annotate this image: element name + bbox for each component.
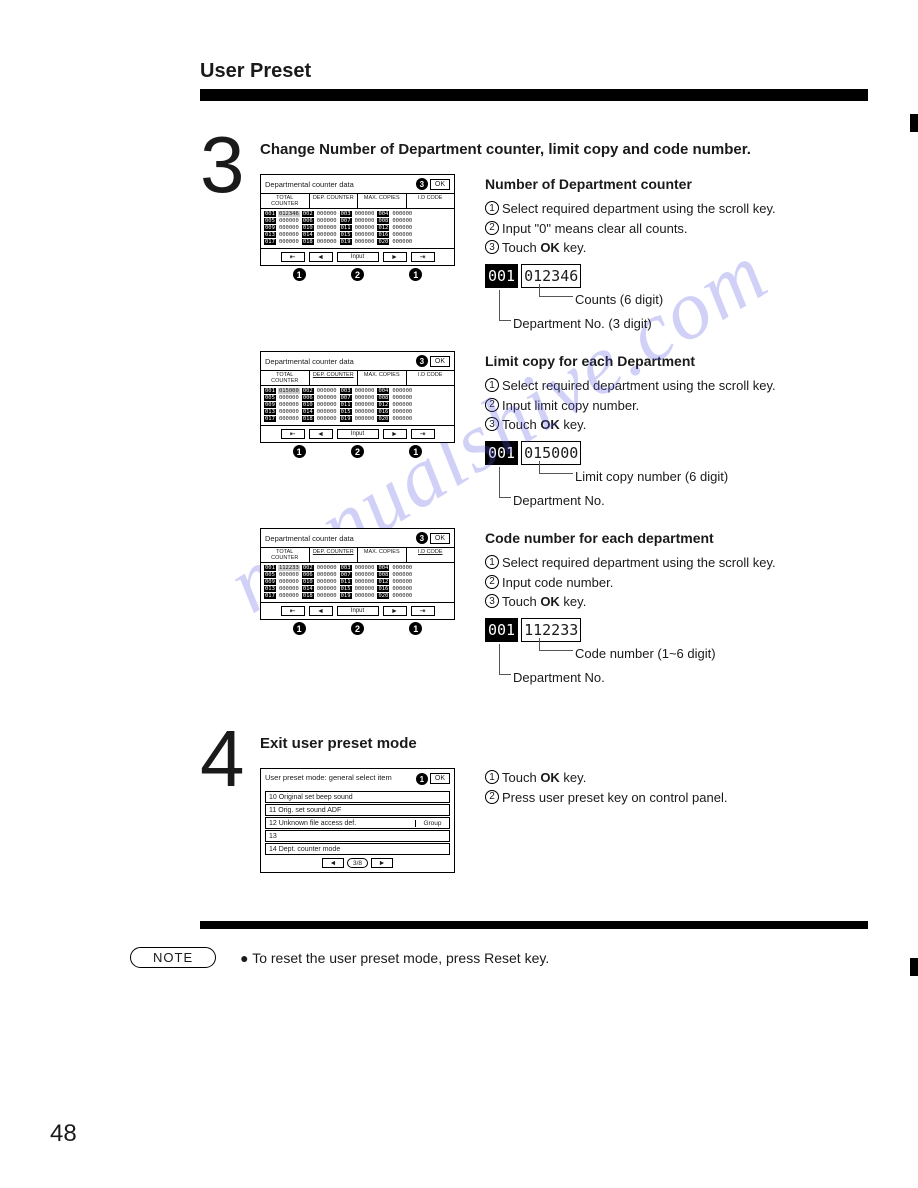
nav-first-button[interactable]: ⇤ xyxy=(281,252,305,262)
ok-button[interactable]: OK xyxy=(430,773,450,784)
callout-label: Limit copy number (6 digit) xyxy=(575,467,868,487)
step-heading: Change Number of Department counter, lim… xyxy=(260,141,868,158)
callout-badge: 2 xyxy=(351,622,364,635)
nav-next-button[interactable]: ► xyxy=(383,606,407,616)
instruction: Input limit copy number. xyxy=(502,396,639,416)
ok-callout-badge: 3 xyxy=(416,532,428,544)
data-grid: 001112233002000000003000000004000000 005… xyxy=(261,563,454,602)
callout-label: Department No. (3 digit) xyxy=(513,314,868,334)
callout-badge: 1 xyxy=(409,268,422,281)
instruction: Touch OK key. xyxy=(502,238,586,258)
section-title: Limit copy for each Department xyxy=(485,351,868,372)
panel-title: Departmental counter data xyxy=(265,180,354,189)
section-dept-counter: Departmental counter data 3 OK TOTAL COU… xyxy=(260,174,868,333)
panel-title: Departmental counter data xyxy=(265,357,354,366)
section-title: Number of Department counter xyxy=(485,174,868,195)
callout-badge: 1 xyxy=(293,622,306,635)
edge-marker xyxy=(910,958,918,976)
ok-button[interactable]: OK xyxy=(430,356,450,367)
instruction: Select required department using the scr… xyxy=(502,553,776,573)
callout-label: Department No. xyxy=(513,668,868,688)
nav-next-button[interactable]: ► xyxy=(383,429,407,439)
page-number: 48 xyxy=(50,1120,77,1148)
step-3: 3 Change Number of Department counter, l… xyxy=(200,131,868,705)
page-title: User Preset xyxy=(200,60,868,83)
panel-nav: ⇤ ◄ Input ► ⇥ xyxy=(261,425,454,442)
list-item[interactable]: 14 Dept. counter mode xyxy=(265,843,450,855)
nav-last-button[interactable]: ⇥ xyxy=(411,606,435,616)
nav-prev-button[interactable]: ◄ xyxy=(309,606,333,616)
data-grid: 001015000002000000003000000004000000 005… xyxy=(261,386,454,425)
ok-callout-badge: 3 xyxy=(416,178,428,190)
step-4: 4 Exit user preset mode User preset mode… xyxy=(200,725,868,891)
instruction: Touch OK key. xyxy=(502,768,586,788)
callout-badge: 1 xyxy=(409,622,422,635)
note-text: ● To reset the user preset mode, press R… xyxy=(240,950,549,966)
preset-mode-panel: User preset mode: general select item 1 … xyxy=(260,768,455,873)
counter-panel: Departmental counter data 3 OK TOTAL COU… xyxy=(260,528,455,620)
nav-input-button[interactable]: Input xyxy=(337,252,379,262)
nav-first-button[interactable]: ⇤ xyxy=(281,606,305,616)
list-item[interactable]: 11 Orig. set sound ADF xyxy=(265,804,450,816)
page-indicator: 3/8 xyxy=(347,858,368,868)
ok-button[interactable]: OK xyxy=(430,179,450,190)
list-item[interactable]: 13 xyxy=(265,830,450,842)
ok-button[interactable]: OK xyxy=(430,533,450,544)
section-title: Code number for each department xyxy=(485,528,868,549)
nav-last-button[interactable]: ⇥ xyxy=(411,429,435,439)
step-heading: Exit user preset mode xyxy=(260,735,868,752)
instruction: Input code number. xyxy=(502,573,613,593)
counter-panel: Departmental counter data 3 OK TOTAL COU… xyxy=(260,351,455,443)
instruction: Select required department using the scr… xyxy=(502,376,776,396)
display-example: 001 012346 xyxy=(485,264,581,289)
instruction: Select required department using the scr… xyxy=(502,199,776,219)
note-section: NOTE ● To reset the user preset mode, pr… xyxy=(130,947,868,968)
instruction: Touch OK key. xyxy=(502,592,586,612)
column-headers: TOTAL COUNTER DEP. COUNTER MAX. COPIES I… xyxy=(261,193,454,209)
data-grid: 001012346002000000003000000004000000 005… xyxy=(261,209,454,248)
panel-nav: ⇤ ◄ Input ► ⇥ xyxy=(261,602,454,619)
column-headers: TOTAL COUNTER DEP. COUNTER MAX. COPIES I… xyxy=(261,547,454,563)
edge-marker xyxy=(910,114,918,132)
step-number: 4 xyxy=(200,725,260,793)
nav-prev-button[interactable]: ◄ xyxy=(309,252,333,262)
nav-next-button[interactable]: ► xyxy=(383,252,407,262)
callout-badge: 1 xyxy=(293,268,306,281)
panel-title: Departmental counter data xyxy=(265,534,354,543)
nav-prev-button[interactable]: ◄ xyxy=(309,429,333,439)
callout-label: Code number (1~6 digit) xyxy=(575,644,868,664)
callout-badge: 2 xyxy=(351,268,364,281)
callout-label: Counts (6 digit) xyxy=(575,290,868,310)
display-example: 001 112233 xyxy=(485,618,581,643)
callout-badge: 1 xyxy=(293,445,306,458)
display-example: 001 015000 xyxy=(485,441,581,466)
callout-badge: 1 xyxy=(409,445,422,458)
instruction: Input "0" means clear all counts. xyxy=(502,219,688,239)
nav-first-button[interactable]: ⇤ xyxy=(281,429,305,439)
ok-callout-badge: 3 xyxy=(416,355,428,367)
list-item[interactable]: 10 Original set beep sound xyxy=(265,791,450,803)
note-label: NOTE xyxy=(130,947,216,968)
instruction: Touch OK key. xyxy=(502,415,586,435)
divider xyxy=(200,921,868,929)
nav-next-button[interactable]: ► xyxy=(371,858,393,868)
callout-badge: 2 xyxy=(351,445,364,458)
nav-prev-button[interactable]: ◄ xyxy=(322,858,344,868)
panel-nav: ⇤ ◄ Input ► ⇥ xyxy=(261,248,454,265)
nav-input-button[interactable]: Input xyxy=(337,606,379,616)
nav-last-button[interactable]: ⇥ xyxy=(411,252,435,262)
callout-label: Department No. xyxy=(513,491,868,511)
column-headers: TOTAL COUNTER DEP. COUNTER MAX. COPIES I… xyxy=(261,370,454,386)
section-limit-copy: Departmental counter data 3 OK TOTAL COU… xyxy=(260,351,868,510)
ok-callout-badge: 1 xyxy=(416,773,428,785)
divider xyxy=(200,89,868,101)
instruction: Press user preset key on control panel. xyxy=(502,788,727,808)
counter-panel: Departmental counter data 3 OK TOTAL COU… xyxy=(260,174,455,266)
section-code-number: Departmental counter data 3 OK TOTAL COU… xyxy=(260,528,868,687)
panel-title: User preset mode: general select item xyxy=(265,773,392,782)
nav-input-button[interactable]: Input xyxy=(337,429,379,439)
list-item[interactable]: 12 Unknown file access def.Group xyxy=(265,817,450,829)
step-number: 3 xyxy=(200,131,260,199)
